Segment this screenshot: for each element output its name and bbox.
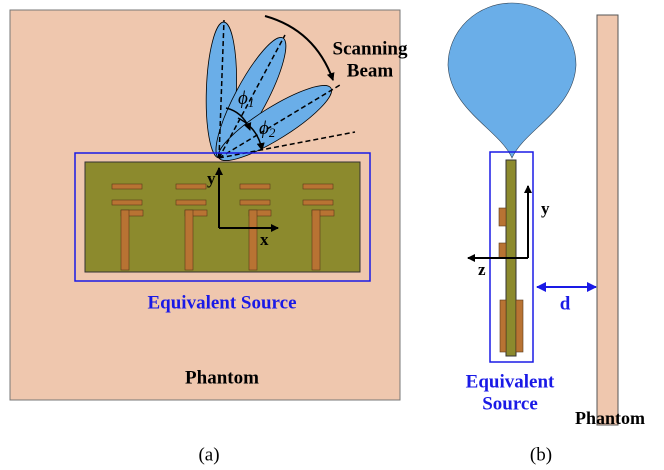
source-label: Source: [482, 393, 538, 414]
angle-label: ϕ1: [238, 88, 254, 110]
copper-strip: [239, 183, 271, 190]
copper-strip: [239, 199, 271, 206]
copper-strip: [311, 209, 321, 271]
angle-arc: [237, 117, 265, 151]
beam-label: Scanning: [333, 38, 408, 59]
beam-axes: [218, 19, 356, 159]
axis-label: y: [207, 169, 216, 188]
source-label: Equivalent: [466, 371, 555, 392]
phantom-label: Phantom: [185, 367, 259, 388]
scan-arrow: [264, 15, 335, 81]
copper-strip: [120, 209, 130, 271]
source-label: Equivalent Source: [147, 292, 296, 313]
antenna-elements: [111, 183, 335, 271]
copper-strip: [175, 183, 207, 190]
beam-balloon: [447, 2, 577, 159]
copper-strip: [111, 183, 143, 190]
distance-label: d: [560, 293, 571, 314]
antenna-elements: [498, 207, 524, 353]
phantom: [596, 14, 619, 426]
copper-strip: [175, 199, 207, 206]
angle-label: ϕ2: [259, 118, 276, 140]
axis-label: y: [541, 199, 550, 218]
copper-strip: [302, 199, 334, 206]
beam-label: Beam: [347, 60, 394, 81]
angle-arc: [225, 107, 252, 131]
source-box: [74, 152, 371, 282]
phantom-label: Phantom: [575, 408, 645, 428]
caption: (a): [198, 444, 219, 465]
axis-label: x: [260, 230, 269, 249]
axis-label: z: [478, 260, 486, 279]
copper-strip: [184, 209, 194, 271]
copper-strip: [302, 183, 334, 190]
caption: (b): [530, 444, 552, 465]
copper-strip: [248, 209, 258, 271]
copper-strip: [111, 199, 143, 206]
